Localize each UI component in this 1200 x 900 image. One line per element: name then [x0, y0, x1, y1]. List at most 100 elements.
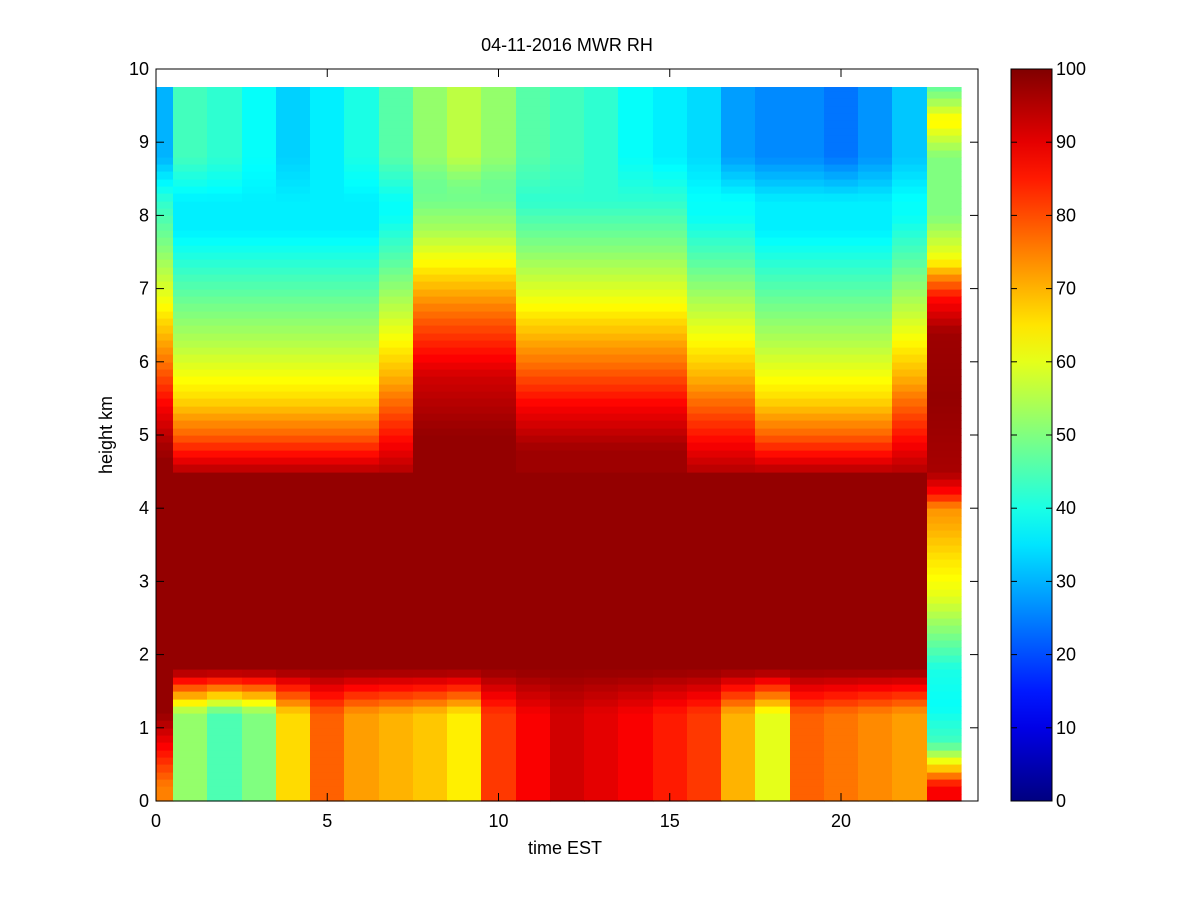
heatmap-cell: [413, 706, 448, 714]
heatmap-cell: [344, 764, 380, 773]
heatmap-cell: [173, 289, 208, 297]
heatmap-cell: [344, 442, 380, 451]
heatmap-cell: [755, 794, 791, 802]
heatmap-cell: [790, 794, 825, 802]
heatmap-cell: [892, 545, 928, 553]
heatmap-cell: [618, 347, 654, 355]
heatmap-cell: [173, 552, 208, 560]
heatmap-cell: [173, 472, 208, 480]
heatmap-cell: [156, 215, 174, 224]
heatmap-cell: [242, 552, 277, 560]
heatmap-cell: [790, 603, 825, 612]
heatmap-cell: [721, 618, 756, 626]
heatmap-cell: [379, 699, 414, 707]
heatmap-cell: [156, 559, 174, 568]
heatmap-cell: [550, 230, 585, 238]
heatmap-cell: [156, 325, 174, 334]
heatmap-cell: [584, 625, 619, 634]
colorbar-tick-label: 90: [1056, 132, 1076, 152]
heatmap-cell: [516, 318, 551, 326]
heatmap-cell: [242, 699, 277, 707]
heatmap-cell: [344, 164, 380, 172]
heatmap-cell: [687, 779, 722, 787]
heatmap-cell: [790, 611, 825, 619]
heatmap-cell: [653, 252, 688, 260]
heatmap-cell: [156, 713, 174, 721]
heatmap-cell: [447, 772, 482, 780]
heatmap-cell: [379, 252, 414, 260]
heatmap-cell: [447, 537, 482, 546]
heatmap-cell: [207, 552, 243, 560]
heatmap-cell: [721, 333, 756, 341]
heatmap-cell: [892, 91, 928, 99]
heatmap-cell: [242, 340, 277, 348]
heatmap-cell: [242, 391, 277, 399]
heatmap-cell: [858, 772, 893, 780]
heatmap-cell: [516, 720, 551, 729]
heatmap-cell: [242, 164, 277, 172]
heatmap-cell: [618, 120, 654, 129]
heatmap-cell: [584, 223, 619, 231]
heatmap-cell: [379, 384, 414, 392]
heatmap-cell: [310, 259, 345, 268]
heatmap-cell: [242, 347, 277, 355]
heatmap-cell: [653, 135, 688, 143]
heatmap-cell: [276, 684, 311, 692]
heatmap-cell: [584, 106, 619, 114]
heatmap-cell: [447, 786, 482, 795]
heatmap-cell: [379, 537, 414, 546]
heatmap-cell: [379, 464, 414, 473]
heatmap-cell: [790, 684, 825, 692]
heatmap-cell: [242, 772, 277, 780]
heatmap-cell: [550, 428, 585, 436]
heatmap-cell: [858, 354, 893, 363]
heatmap-cell: [790, 633, 825, 641]
heatmap-cell: [310, 347, 345, 355]
heatmap-cell: [653, 215, 688, 224]
heatmap-cell: [207, 267, 243, 275]
heatmap-cell: [379, 479, 414, 487]
heatmap-cell: [413, 442, 448, 451]
heatmap-cell: [927, 428, 962, 436]
heatmap-cell: [516, 611, 551, 619]
heatmap-cell: [755, 699, 791, 707]
heatmap-cell: [379, 530, 414, 538]
heatmap-cell: [721, 772, 756, 780]
heatmap-cell: [618, 354, 654, 363]
heatmap-cell: [824, 435, 859, 443]
heatmap-cell: [276, 289, 311, 297]
heatmap-cell: [721, 376, 756, 385]
heatmap-cell: [379, 128, 414, 136]
heatmap-cell: [242, 486, 277, 495]
heatmap-cell: [927, 647, 962, 656]
heatmap-cell: [156, 164, 174, 172]
heatmap-cell: [618, 296, 654, 304]
heatmap-cell: [927, 618, 962, 626]
heatmap-cell: [207, 274, 243, 282]
heatmap-cell: [584, 98, 619, 107]
heatmap-cell: [310, 340, 345, 348]
heatmap-cell: [516, 113, 551, 121]
heatmap-cell: [516, 516, 551, 524]
heatmap-cell: [618, 413, 654, 421]
heatmap-cell: [481, 684, 517, 692]
heatmap-cell: [379, 208, 414, 216]
heatmap-cell: [173, 259, 208, 268]
heatmap-cell: [379, 171, 414, 180]
heatmap-cell: [927, 333, 962, 341]
heatmap-cell: [892, 369, 928, 377]
heatmap-cell: [242, 98, 277, 107]
heatmap-cell: [687, 472, 722, 480]
heatmap-cell: [173, 794, 208, 802]
heatmap-cell: [790, 179, 825, 187]
heatmap-cell: [687, 252, 722, 260]
heatmap-cell: [584, 87, 619, 92]
heatmap-cell: [207, 376, 243, 385]
heatmap-cell: [927, 442, 962, 451]
heatmap-cell: [858, 706, 893, 714]
heatmap-cell: [242, 611, 277, 619]
heatmap-cell: [721, 398, 756, 407]
heatmap-cell: [927, 413, 962, 421]
heatmap-cell: [344, 611, 380, 619]
heatmap-cell: [276, 442, 311, 451]
